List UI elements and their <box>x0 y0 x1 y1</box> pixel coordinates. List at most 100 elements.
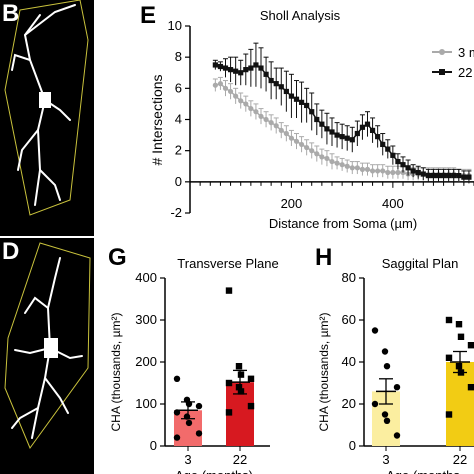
data-point <box>263 116 269 123</box>
legend-marker <box>439 49 445 55</box>
data-point <box>430 173 437 179</box>
data-point <box>375 134 381 140</box>
data-point <box>467 384 474 391</box>
data-point <box>393 432 401 439</box>
data-point <box>359 124 366 130</box>
y-tick-label: 20 <box>342 396 356 411</box>
data-point <box>349 165 355 171</box>
y-tick-label: 6 <box>175 80 182 95</box>
data-point <box>329 129 335 135</box>
data-point <box>253 62 259 68</box>
data-point <box>425 173 431 179</box>
x-axis-label: Age (months) <box>175 468 253 474</box>
data-point <box>227 88 234 95</box>
dendrite-branches-b <box>11 4 76 206</box>
data-point <box>217 63 224 70</box>
neuron-tracing-svg-b <box>4 0 89 216</box>
data-point <box>273 123 279 129</box>
data-point <box>237 388 245 395</box>
data-point <box>237 371 245 378</box>
data-point <box>217 81 224 87</box>
data-point <box>212 62 218 68</box>
data-point <box>371 400 379 408</box>
data-point <box>278 84 284 90</box>
y-axis-label: # Intersections <box>149 74 165 165</box>
data-point <box>195 402 203 410</box>
y-tick-label: 60 <box>342 312 356 327</box>
data-point <box>339 134 345 140</box>
chart-title: Sholl Analysis <box>260 8 341 23</box>
y-tick-label: 4 <box>175 112 182 127</box>
data-point <box>457 369 465 376</box>
y-tick-label: 0 <box>150 438 157 453</box>
data-point <box>235 384 243 391</box>
y-tick-label: 200 <box>135 354 157 369</box>
data-point <box>334 132 340 138</box>
data-point <box>435 173 442 179</box>
y-axis-label: CHA (thousands, µm²) <box>317 313 331 432</box>
data-point <box>273 81 279 87</box>
data-point <box>243 101 249 107</box>
data-point <box>185 400 193 408</box>
bar <box>446 362 474 446</box>
legend-label: 3 m <box>458 45 474 60</box>
data-point <box>288 135 295 141</box>
data-point <box>238 98 244 104</box>
data-point <box>364 121 371 127</box>
data-point <box>451 173 457 179</box>
data-point <box>339 162 345 168</box>
data-point <box>385 146 391 152</box>
data-point <box>268 120 274 126</box>
data-point <box>420 171 426 177</box>
data-point <box>334 160 340 166</box>
panel-label-h: H <box>315 244 333 271</box>
data-point <box>390 152 396 158</box>
panel-label-g: G <box>108 244 127 271</box>
data-point <box>400 162 406 168</box>
data-point <box>278 127 284 134</box>
data-point <box>349 137 355 143</box>
data-point <box>173 434 181 441</box>
data-point <box>445 316 453 324</box>
data-point <box>390 169 396 176</box>
data-point <box>258 113 264 119</box>
y-tick-label: 100 <box>135 396 157 411</box>
data-point <box>304 102 310 109</box>
data-point <box>248 65 254 71</box>
data-point <box>344 135 350 141</box>
data-point <box>225 287 233 294</box>
data-point <box>319 121 325 127</box>
y-tick-label: -2 <box>170 205 182 220</box>
sagittal-plane-chart: Saggital Plan 0 20 40 60 80 CHA (thousands, µm… <box>317 256 474 474</box>
data-point <box>395 169 401 176</box>
data-point <box>405 165 411 171</box>
data-point <box>227 67 234 73</box>
legend-marker <box>439 69 445 75</box>
y-tick-label: 0 <box>349 438 356 453</box>
data-point <box>359 166 366 172</box>
data-point <box>304 144 310 151</box>
data-point <box>445 354 453 361</box>
data-point <box>309 109 315 115</box>
data-point <box>371 327 379 334</box>
x-axis-label: Distance from Soma (µm) <box>269 216 417 231</box>
y-axis-label: CHA (thousands, µm²) <box>109 313 123 432</box>
data-point <box>293 96 300 102</box>
panel-label-d: D <box>2 238 20 265</box>
data-point <box>440 173 447 179</box>
data-point <box>263 71 269 77</box>
y-tick-label: 400 <box>135 270 157 285</box>
data-point <box>393 384 401 391</box>
data-point <box>288 93 295 99</box>
data-point <box>195 430 203 437</box>
neuron-tracing-image-d <box>0 238 94 474</box>
data-point <box>410 168 416 174</box>
data-point <box>319 154 325 160</box>
data-point <box>466 174 472 180</box>
data-point <box>309 148 315 154</box>
data-point <box>258 65 264 71</box>
x-tick-label: 22 <box>453 452 467 467</box>
y-tick-label: 300 <box>135 312 157 327</box>
neuron-tracing-image-b <box>0 0 94 236</box>
y-tick-label: 8 <box>175 49 182 64</box>
